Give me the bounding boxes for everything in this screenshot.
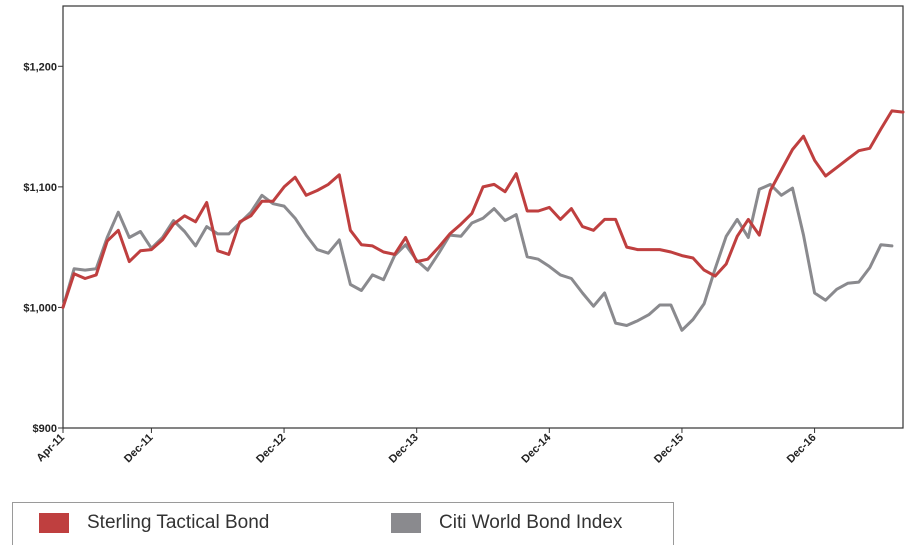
x-tick-label: Dec-15 bbox=[652, 432, 686, 466]
x-tick-label: Dec-11 bbox=[122, 432, 156, 466]
y-tick-label: $900 bbox=[33, 423, 57, 435]
y-tick-label: $1,000 bbox=[23, 302, 57, 314]
legend-item-citi: Citi World Bond Index bbox=[391, 512, 622, 534]
legend-swatch-citi bbox=[391, 513, 421, 533]
legend-label-sterling: Sterling Tactical Bond bbox=[87, 512, 270, 533]
x-tick-label: Dec-13 bbox=[387, 432, 421, 466]
x-tick-label: Dec-12 bbox=[254, 432, 288, 466]
x-tick-label: Dec-16 bbox=[785, 432, 819, 466]
legend-swatch-sterling bbox=[39, 513, 69, 533]
x-tick-label: Dec-14 bbox=[519, 431, 554, 466]
y-tick-label: $1,100 bbox=[23, 182, 57, 194]
legend-label-citi: Citi World Bond Index bbox=[439, 512, 623, 533]
series-line-sterling-tactical-bond bbox=[61, 109, 905, 309]
y-tick-label: $1,200 bbox=[23, 61, 57, 73]
plot-area-frame bbox=[62, 5, 904, 429]
legend: Sterling Tactical Bond Citi World Bond I… bbox=[12, 502, 674, 545]
legend-item-sterling: Sterling Tactical Bond bbox=[39, 512, 269, 534]
series-line-citi-world-bond-index bbox=[61, 182, 894, 332]
x-tick-label: Apr-11 bbox=[34, 432, 67, 465]
